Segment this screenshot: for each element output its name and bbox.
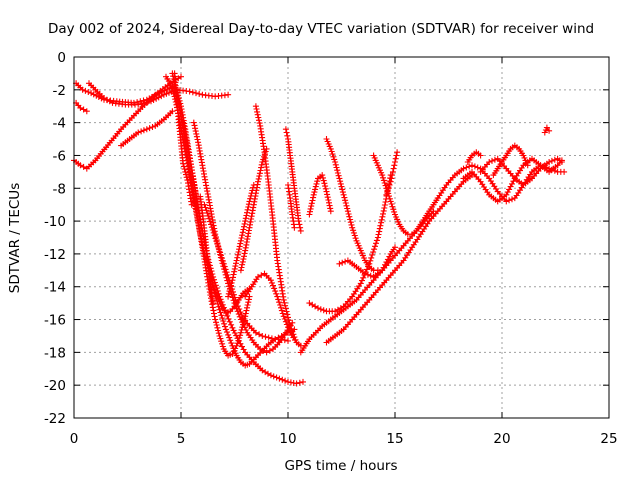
- y-tick-label: -8: [53, 181, 66, 197]
- series-plus-marks: [370, 152, 441, 238]
- series-plus-marks: [225, 182, 257, 300]
- series-13: [201, 201, 291, 344]
- series-20: [306, 172, 334, 218]
- series-plus-marks: [460, 155, 565, 205]
- y-tick-label: -6: [53, 148, 66, 164]
- y-tick-labels: 0 -2 -4 -6 -8 -10 -12 -14 -16 -18 -20 -22: [44, 50, 66, 427]
- y-tick-label: -16: [44, 313, 66, 329]
- y-tick-label: -4: [53, 116, 66, 132]
- series-25: [370, 152, 441, 238]
- y-tick-label: -14: [44, 280, 66, 296]
- y-tick-label: -12: [44, 247, 66, 263]
- series-17: [242, 270, 304, 349]
- series-plus-marks: [490, 142, 531, 179]
- series-plus-marks: [323, 172, 475, 346]
- series-16: [252, 103, 300, 346]
- series-plus-marks: [434, 162, 568, 205]
- series-26: [336, 244, 398, 280]
- axis-ticks: [73, 56, 610, 419]
- plot-frame: [73, 56, 610, 419]
- series-19: [285, 182, 298, 231]
- y-tick-label: -20: [44, 378, 66, 394]
- series-plus-marks: [237, 145, 270, 274]
- series-21: [306, 172, 394, 315]
- x-tick-label: 0: [70, 431, 79, 447]
- y-tick-label: -22: [44, 411, 66, 427]
- series-plus-marks: [73, 99, 90, 115]
- series-18: [282, 126, 304, 234]
- series-plus-marks: [118, 108, 176, 149]
- series-plus-marks: [464, 149, 484, 165]
- x-tick-label: 20: [493, 431, 510, 447]
- series-33: [541, 124, 553, 136]
- chart-title: Day 002 of 2024, Sidereal Day-to-day VTE…: [48, 21, 594, 37]
- y-tick-label: -10: [44, 214, 66, 230]
- series-30: [477, 155, 565, 188]
- series-2: [73, 80, 176, 106]
- series-11: [171, 70, 195, 208]
- y-tick-label: 0: [57, 50, 66, 66]
- series-plus-marks: [171, 70, 195, 208]
- y-axis-label: SDTVAR / TECUs: [7, 183, 23, 293]
- series-plus-marks: [297, 208, 437, 356]
- series-plus-marks: [285, 182, 298, 231]
- grid-lines: [74, 57, 609, 418]
- series-23: [323, 172, 475, 346]
- series-15: [237, 145, 270, 274]
- series-14: [225, 182, 257, 300]
- series-plus-marks: [306, 172, 394, 315]
- series-plus-marks: [323, 136, 381, 274]
- x-tick-labels: 0 5 10 15 20 25: [70, 431, 618, 447]
- series-3: [73, 99, 90, 115]
- y-tick-label: -2: [53, 83, 66, 99]
- series-plus-marks: [252, 103, 300, 346]
- series-5: [118, 108, 176, 149]
- series-plus-marks: [282, 126, 304, 234]
- series-plus-marks: [477, 155, 565, 188]
- series-plus-marks: [73, 80, 176, 106]
- series-plus-marks: [383, 149, 401, 198]
- x-tick-label: 10: [279, 431, 296, 447]
- series-plus-marks: [201, 201, 291, 344]
- series-plus-marks: [541, 124, 553, 136]
- x-tick-label: 15: [386, 431, 403, 447]
- series-22: [297, 208, 437, 356]
- x-axis-label: GPS time / hours: [284, 458, 397, 474]
- data-series: [71, 70, 568, 387]
- series-plus-marks: [336, 244, 398, 280]
- series-plus-marks: [197, 193, 217, 307]
- series-plus-marks: [242, 270, 304, 349]
- series-12: [197, 193, 217, 307]
- x-tick-label: 25: [600, 431, 617, 447]
- series-24: [323, 136, 381, 274]
- y-tick-label: -18: [44, 345, 66, 361]
- x-tick-label: 5: [177, 431, 186, 447]
- series-32: [464, 149, 484, 165]
- series-31: [490, 142, 531, 179]
- series-plus-marks: [306, 172, 334, 218]
- series-27: [383, 149, 401, 198]
